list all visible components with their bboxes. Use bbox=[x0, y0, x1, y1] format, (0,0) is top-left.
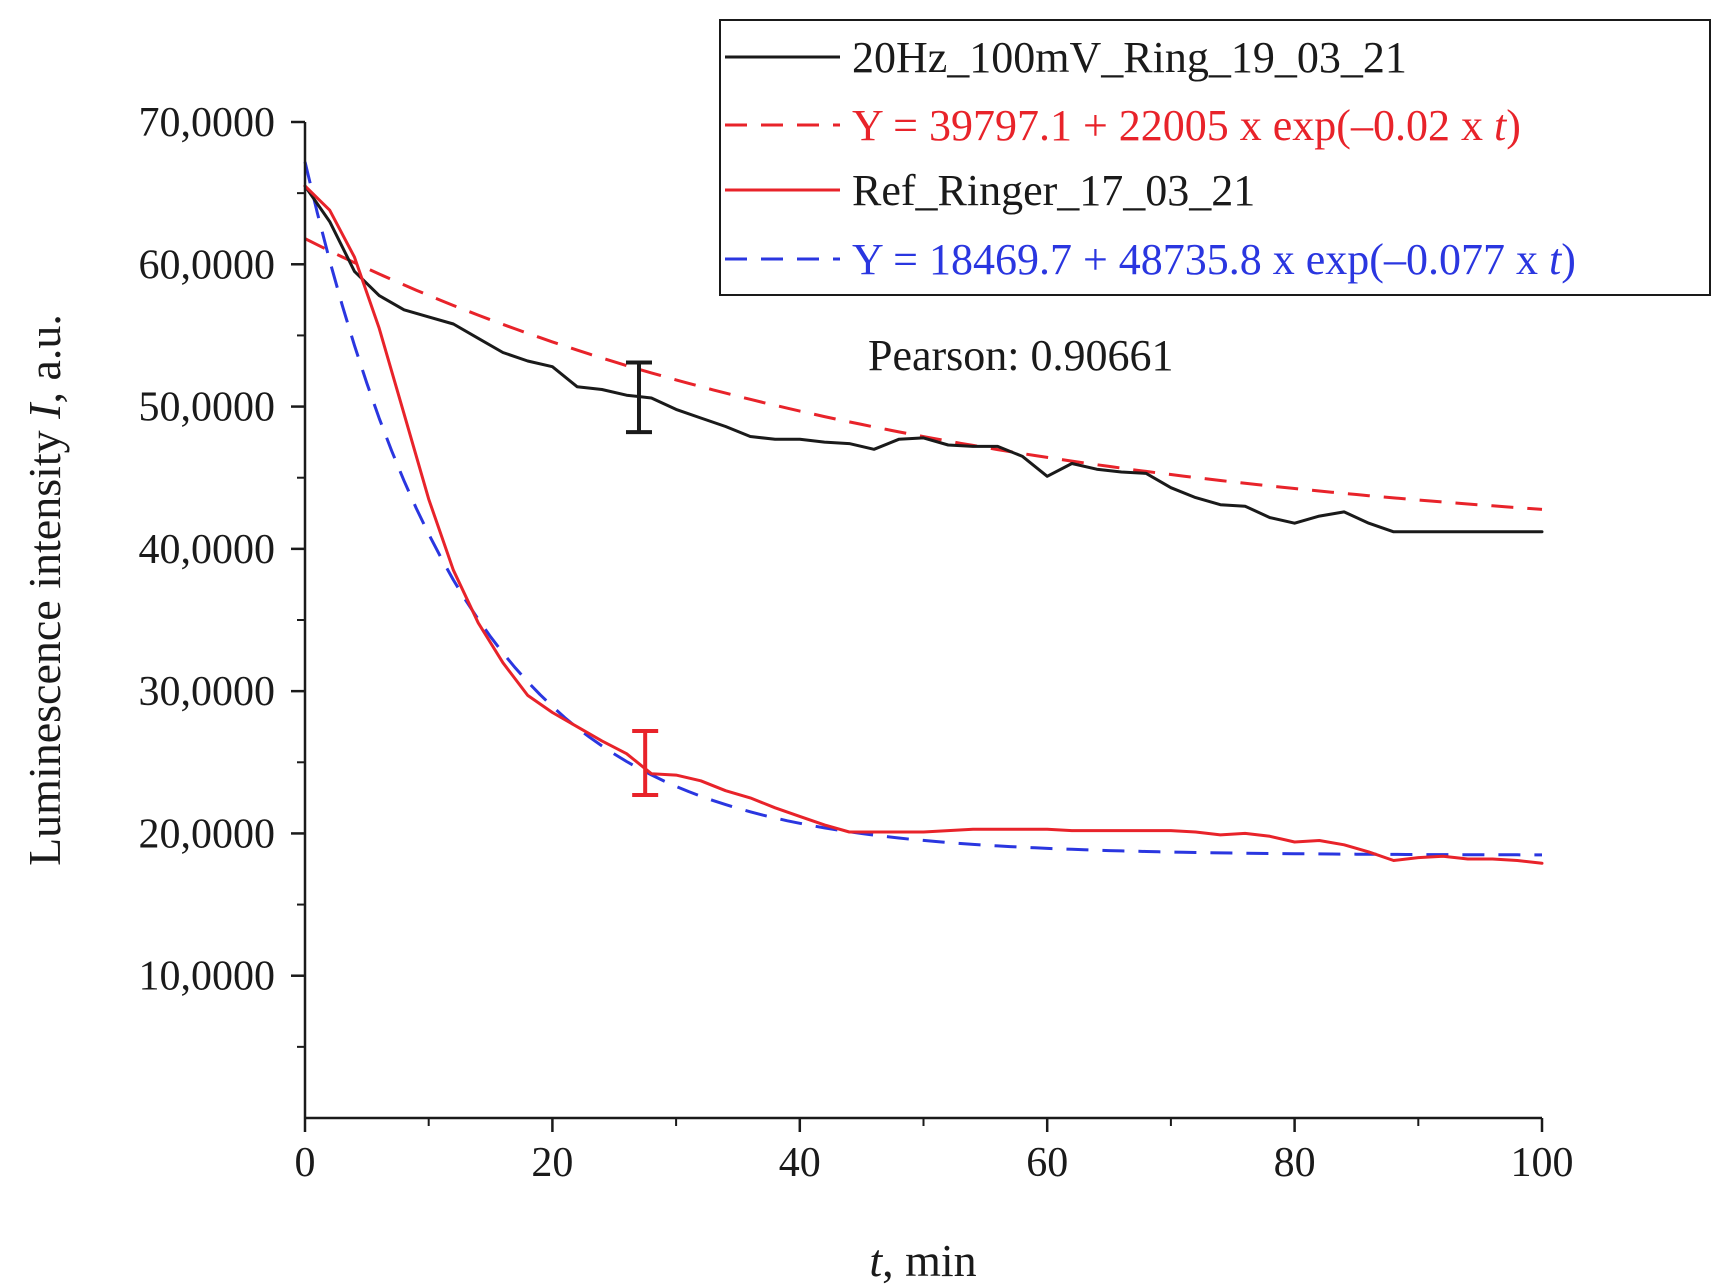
major-ticks bbox=[291, 120, 1544, 1132]
x-tick-label: 20 bbox=[531, 1140, 573, 1186]
legend-label-fit-ref: Y = 18469.7 + 48735.8 x exp(–0.077 x t) bbox=[852, 235, 1576, 284]
x-tick-label: 40 bbox=[779, 1140, 821, 1186]
series-fit-ref bbox=[303, 161, 1542, 857]
legend-label-fit-stim: Y = 39797.1 + 22005 x exp(–0.02 x t) bbox=[852, 101, 1521, 150]
y-tick-label: 40,0000 bbox=[139, 527, 276, 573]
series-layer bbox=[303, 161, 1544, 865]
pearson-annotation: Pearson: 0.90661 bbox=[868, 331, 1174, 380]
y-tick-label: 60,0000 bbox=[139, 242, 276, 288]
axes bbox=[303, 122, 1542, 1120]
legend-samples bbox=[725, 55, 840, 261]
y-tick-label: 50,0000 bbox=[139, 385, 276, 431]
legend-label-measured-ref: Ref_Ringer_17_03_21 bbox=[852, 166, 1255, 215]
y-tick-label: 20,0000 bbox=[139, 811, 276, 857]
x-axis-title: t, min bbox=[869, 1235, 976, 1285]
series-measured-ref bbox=[303, 184, 1544, 865]
y-tick-label: 30,0000 bbox=[139, 669, 276, 715]
legend: 20Hz_100mV_Ring_19_03_21 Y = 39797.1 + 2… bbox=[719, 19, 1711, 296]
legend-box bbox=[719, 19, 1711, 296]
error-bar-stim bbox=[625, 360, 652, 435]
legend-label-measured-stim: 20Hz_100mV_Ring_19_03_21 bbox=[852, 33, 1407, 82]
x-tick-label: 0 bbox=[295, 1140, 316, 1186]
x-tick-label: 100 bbox=[1511, 1140, 1574, 1186]
y-axis-title: Luminescence intensity I, a.u. bbox=[19, 314, 70, 866]
errorbar-layer bbox=[625, 360, 659, 798]
y-tick-label: 10,0000 bbox=[139, 954, 276, 1000]
x-tick-label: 80 bbox=[1274, 1140, 1316, 1186]
tick-labels: 0 20 40 60 80 100 10,0000 20,0000 30,0000 40,0000… bbox=[139, 100, 1574, 1186]
series-measured-stim bbox=[303, 184, 1544, 534]
y-tick-label: 70,0000 bbox=[139, 100, 276, 146]
minor-ticks bbox=[297, 192, 1420, 1126]
x-tick-label: 60 bbox=[1026, 1140, 1068, 1186]
error-bar-ref bbox=[632, 728, 659, 798]
